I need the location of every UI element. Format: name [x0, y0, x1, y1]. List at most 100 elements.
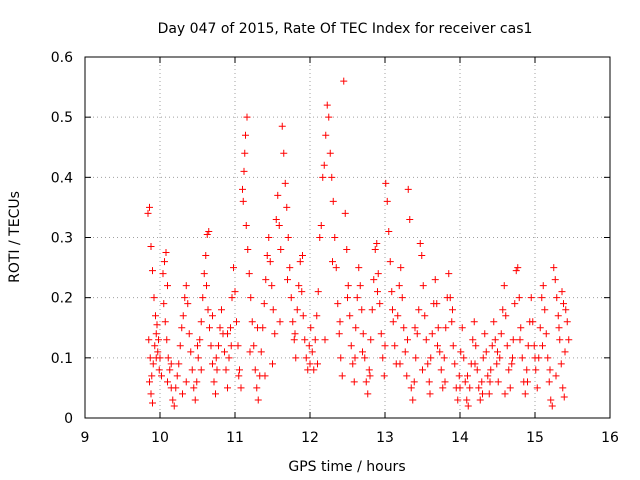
data-point — [347, 342, 355, 350]
data-point — [551, 276, 559, 284]
data-point — [415, 306, 423, 314]
data-point — [362, 378, 370, 386]
data-point — [411, 324, 419, 332]
data-point — [406, 215, 414, 223]
data-point — [281, 179, 289, 187]
data-point — [364, 390, 372, 398]
data-point — [295, 282, 303, 290]
data-point — [147, 243, 155, 251]
data-point — [542, 330, 550, 338]
data-point — [284, 276, 291, 284]
data-point — [518, 354, 526, 362]
data-point — [146, 378, 153, 386]
data-point — [308, 348, 316, 356]
data-point — [235, 372, 243, 380]
data-point — [488, 342, 496, 350]
y-tick-label: 0.5 — [51, 110, 73, 126]
data-point — [224, 330, 231, 338]
data-point — [547, 396, 555, 404]
data-point — [426, 390, 434, 398]
data-point — [209, 360, 216, 368]
data-point — [482, 348, 490, 356]
data-point — [185, 330, 193, 338]
data-point — [179, 312, 187, 320]
data-point — [234, 342, 242, 350]
data-point — [396, 360, 404, 368]
x-tick-label: 12 — [301, 430, 319, 446]
data-point — [479, 390, 486, 398]
data-point — [269, 360, 276, 368]
data-point — [164, 282, 171, 290]
data-point — [334, 300, 342, 308]
data-point — [213, 366, 221, 374]
data-point — [280, 149, 288, 157]
data-point — [419, 366, 426, 374]
data-point — [427, 354, 435, 362]
data-point — [561, 348, 569, 356]
data-point — [291, 330, 299, 338]
data-point — [321, 336, 329, 344]
data-point — [501, 390, 509, 398]
data-point — [221, 348, 228, 356]
data-point — [306, 360, 314, 368]
data-point — [152, 354, 160, 362]
data-point — [376, 300, 384, 308]
data-point — [367, 336, 375, 344]
data-point — [152, 330, 160, 338]
data-point — [434, 324, 442, 332]
data-point — [460, 354, 468, 362]
data-point — [484, 372, 492, 380]
data-point — [440, 354, 448, 362]
data-point — [409, 396, 417, 404]
data-point — [361, 354, 369, 362]
data-point — [353, 294, 361, 302]
data-point — [413, 330, 421, 338]
data-point — [253, 384, 261, 392]
data-point — [524, 378, 531, 386]
data-point — [441, 378, 449, 386]
data-point — [560, 393, 568, 401]
data-point — [365, 366, 373, 374]
data-point — [287, 294, 295, 302]
data-point — [272, 215, 280, 223]
data-point — [319, 173, 327, 181]
data-point — [556, 336, 564, 344]
data-point — [242, 131, 249, 139]
data-point — [505, 366, 513, 374]
data-point — [380, 372, 388, 380]
data-point — [451, 360, 459, 368]
data-point — [197, 318, 205, 326]
data-point — [351, 354, 359, 362]
data-point — [162, 249, 170, 257]
data-point — [299, 252, 306, 260]
data-point — [153, 321, 161, 329]
data-point — [167, 360, 175, 368]
data-point — [553, 294, 561, 302]
data-point — [169, 396, 177, 404]
data-point — [262, 276, 270, 284]
data-point — [541, 306, 549, 314]
data-point — [389, 318, 397, 326]
data-point — [366, 372, 374, 380]
y-axis-label: ROTI / TECUs — [7, 191, 23, 283]
data-point — [382, 179, 390, 187]
data-point — [151, 342, 159, 350]
data-point — [314, 288, 322, 296]
data-point — [269, 306, 277, 314]
data-point — [202, 252, 210, 260]
data-point — [204, 306, 212, 314]
data-point — [199, 294, 207, 302]
data-point — [175, 360, 183, 368]
data-point — [491, 336, 499, 344]
data-point — [212, 390, 219, 398]
data-point — [155, 336, 162, 344]
data-points — [144, 77, 573, 410]
data-point — [517, 324, 525, 332]
data-point — [373, 240, 381, 248]
y-tick-label: 0 — [64, 411, 73, 427]
data-point — [404, 185, 412, 193]
data-point — [374, 288, 381, 296]
data-point — [190, 384, 198, 392]
data-point — [422, 336, 430, 344]
data-point — [490, 318, 498, 326]
